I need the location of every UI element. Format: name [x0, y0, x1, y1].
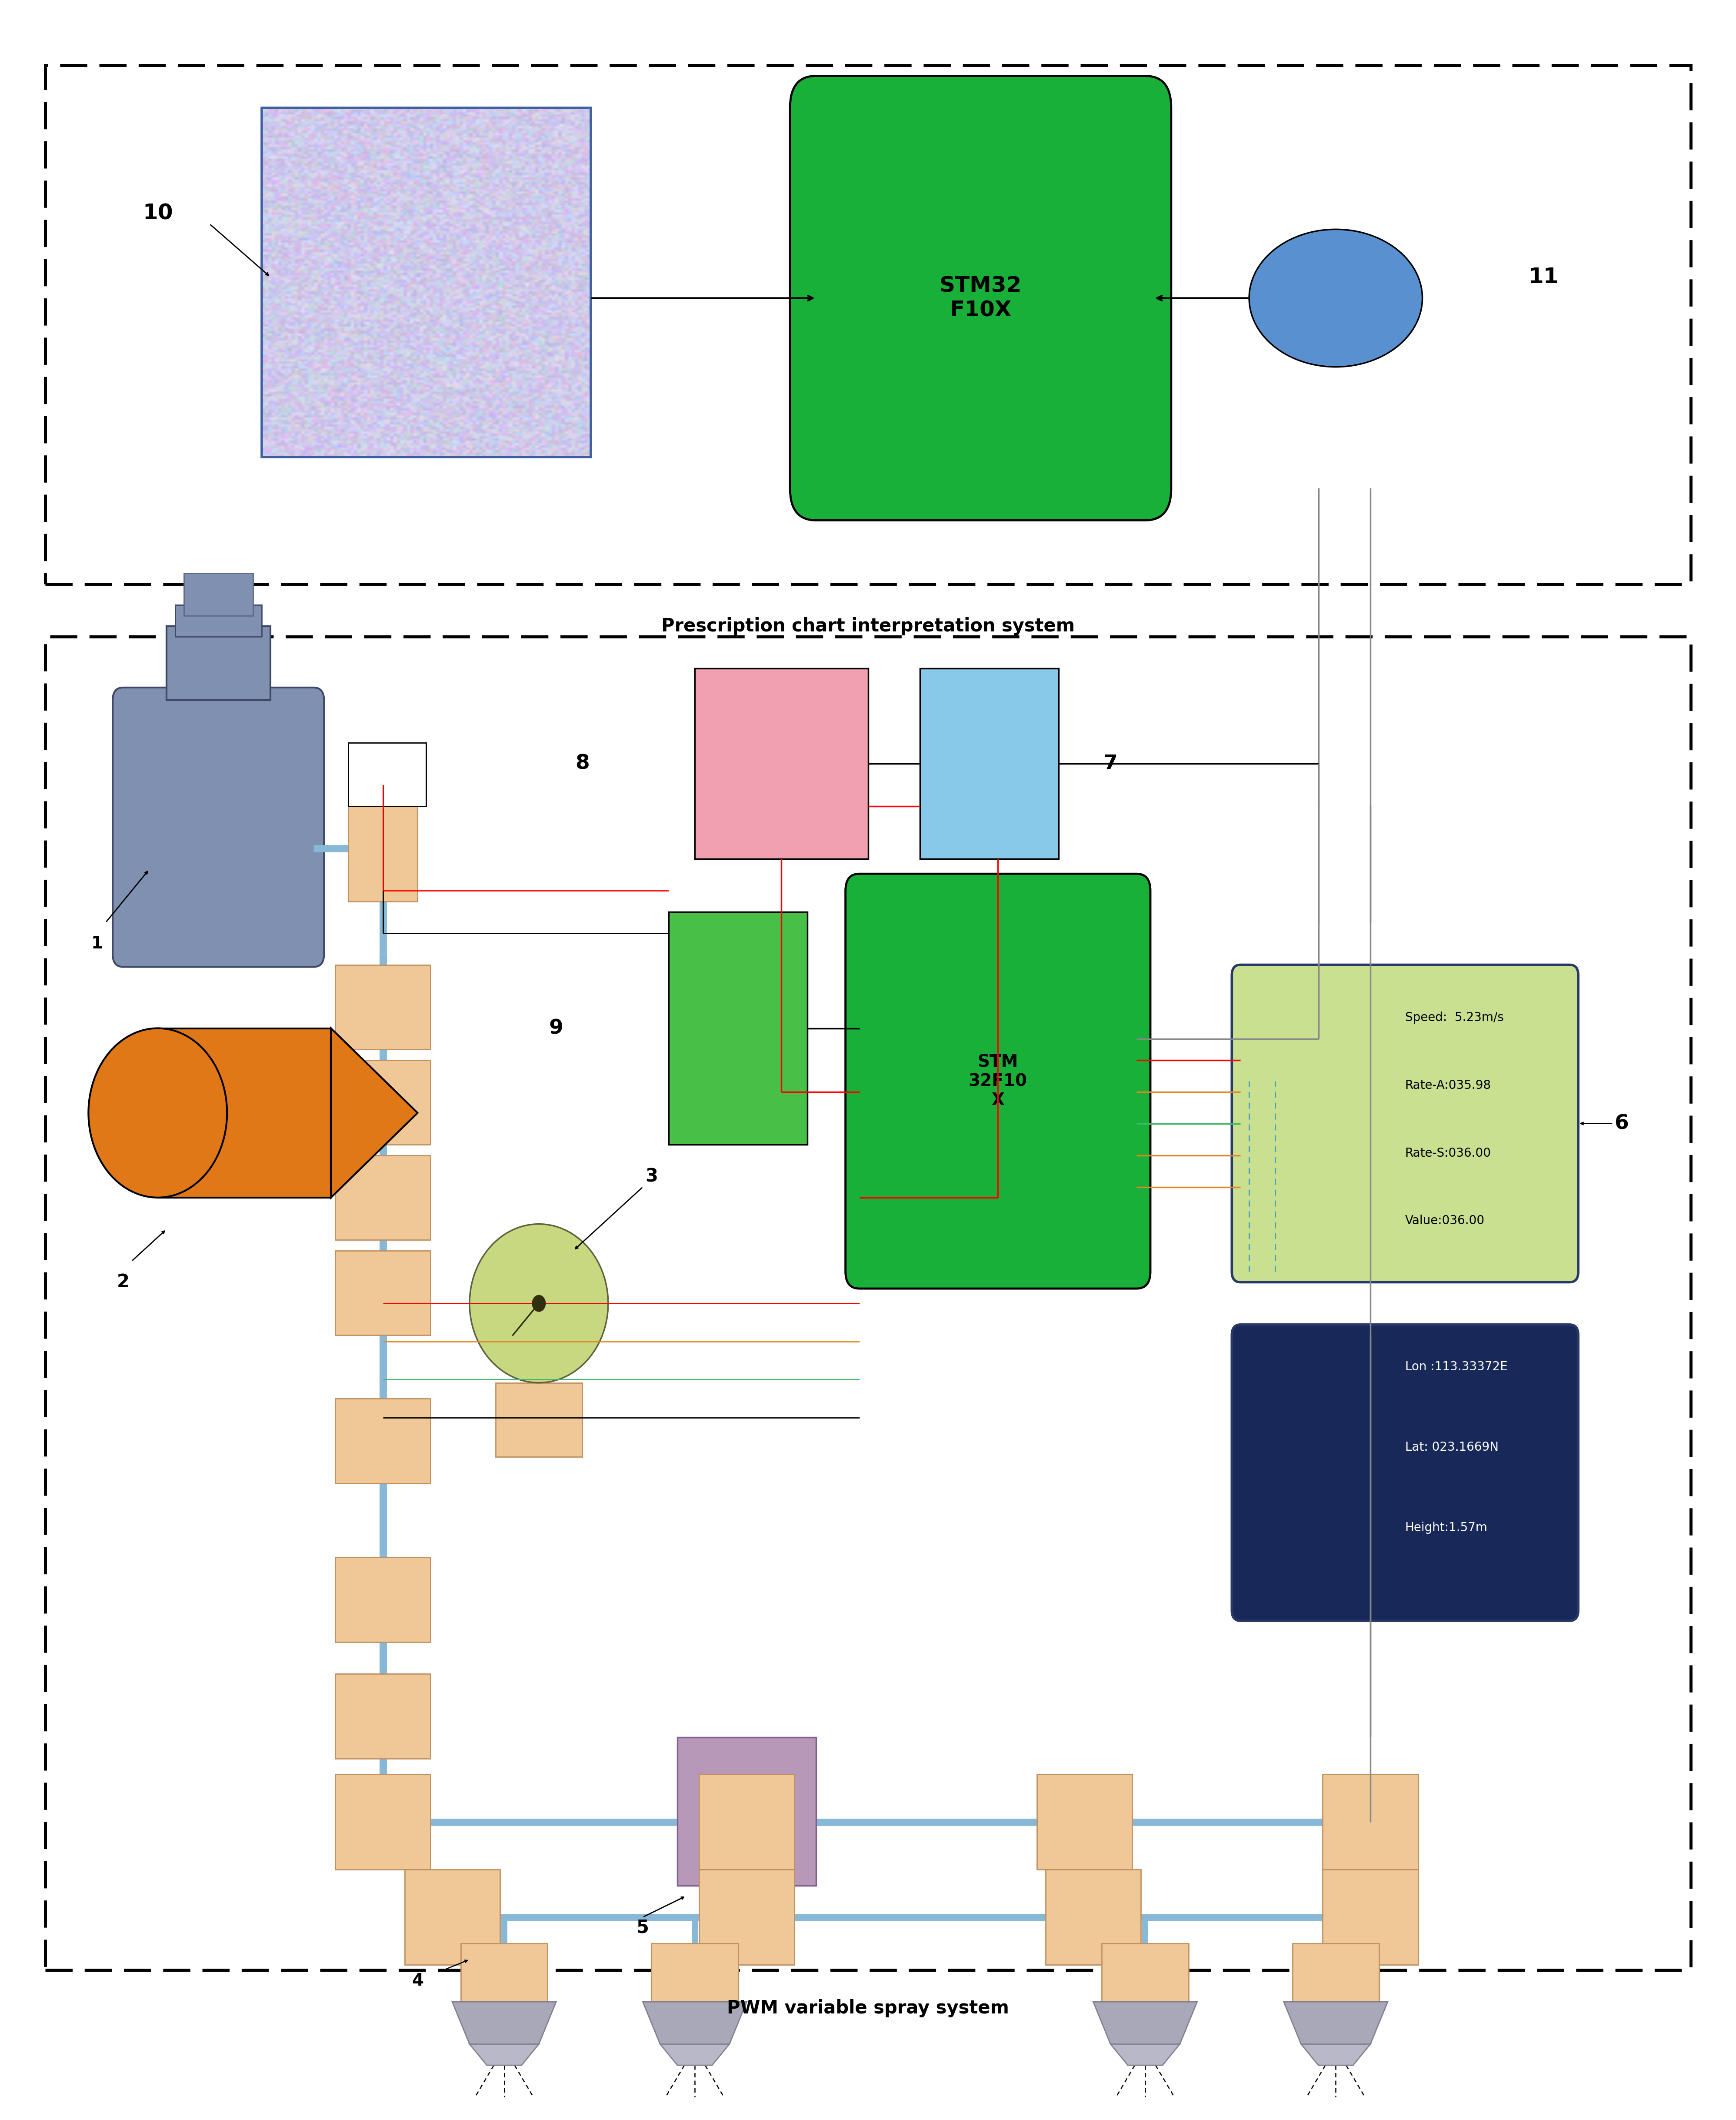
Polygon shape: [660, 2044, 729, 2065]
FancyBboxPatch shape: [335, 1251, 431, 1336]
Polygon shape: [1300, 2044, 1370, 2065]
FancyBboxPatch shape: [404, 1870, 500, 1965]
Text: 3: 3: [646, 1168, 658, 1185]
Text: 8: 8: [575, 755, 589, 774]
FancyBboxPatch shape: [335, 1399, 431, 1484]
FancyBboxPatch shape: [651, 1944, 738, 2018]
FancyBboxPatch shape: [460, 1944, 547, 2018]
Text: PWM variable spray system: PWM variable spray system: [727, 1999, 1009, 2018]
FancyBboxPatch shape: [1233, 965, 1578, 1283]
FancyBboxPatch shape: [335, 1060, 431, 1145]
Text: Rate-A:035.98: Rate-A:035.98: [1404, 1079, 1491, 1092]
Text: 1: 1: [92, 935, 102, 952]
Text: 9: 9: [549, 1018, 562, 1039]
FancyBboxPatch shape: [1323, 1870, 1418, 1965]
FancyBboxPatch shape: [920, 668, 1059, 859]
FancyBboxPatch shape: [1233, 1325, 1578, 1622]
Text: STM
32F10
X: STM 32F10 X: [969, 1054, 1028, 1109]
Text: 2: 2: [116, 1274, 130, 1291]
FancyBboxPatch shape: [677, 1736, 816, 1885]
Ellipse shape: [1250, 229, 1422, 367]
Text: Rate-S:036.00: Rate-S:036.00: [1404, 1147, 1491, 1160]
FancyBboxPatch shape: [335, 1155, 431, 1240]
FancyBboxPatch shape: [175, 604, 262, 636]
Text: 10: 10: [142, 204, 174, 225]
FancyBboxPatch shape: [845, 873, 1151, 1289]
FancyBboxPatch shape: [335, 1675, 431, 1757]
FancyBboxPatch shape: [158, 1028, 332, 1198]
FancyBboxPatch shape: [167, 625, 271, 700]
Polygon shape: [332, 1028, 418, 1198]
Text: Height:1.57m: Height:1.57m: [1404, 1522, 1488, 1533]
FancyBboxPatch shape: [349, 795, 418, 901]
Text: Speed:  5.23m/s: Speed: 5.23m/s: [1404, 1011, 1503, 1024]
Text: 7: 7: [1104, 755, 1118, 774]
FancyBboxPatch shape: [335, 965, 431, 1049]
Text: 4: 4: [411, 1972, 424, 1989]
Ellipse shape: [469, 1223, 608, 1382]
FancyBboxPatch shape: [694, 668, 868, 859]
Circle shape: [89, 1028, 227, 1198]
FancyBboxPatch shape: [495, 1382, 582, 1456]
Text: 11: 11: [1528, 267, 1559, 288]
FancyBboxPatch shape: [700, 1774, 795, 1870]
Polygon shape: [1094, 2001, 1198, 2044]
FancyBboxPatch shape: [184, 572, 253, 615]
FancyBboxPatch shape: [1323, 1774, 1418, 1870]
FancyBboxPatch shape: [335, 1774, 431, 1870]
FancyBboxPatch shape: [668, 912, 807, 1145]
FancyBboxPatch shape: [700, 1870, 795, 1965]
FancyBboxPatch shape: [1292, 1944, 1378, 2018]
Text: STM32
F10X: STM32 F10X: [939, 276, 1023, 320]
Text: 6: 6: [1614, 1113, 1628, 1134]
FancyBboxPatch shape: [790, 76, 1172, 519]
FancyBboxPatch shape: [1102, 1944, 1189, 2018]
FancyBboxPatch shape: [1036, 1774, 1132, 1870]
FancyBboxPatch shape: [335, 1558, 431, 1643]
Circle shape: [531, 1295, 545, 1312]
Text: Lat: 023.1669N: Lat: 023.1669N: [1404, 1442, 1498, 1454]
Text: 5: 5: [637, 1919, 649, 1938]
FancyBboxPatch shape: [1045, 1870, 1141, 1965]
Polygon shape: [1111, 2044, 1180, 2065]
Polygon shape: [1283, 2001, 1387, 2044]
Text: Lon :113.33372E: Lon :113.33372E: [1404, 1361, 1507, 1374]
Polygon shape: [469, 2044, 538, 2065]
Text: Prescription chart interpretation system: Prescription chart interpretation system: [661, 617, 1075, 636]
Polygon shape: [642, 2001, 746, 2044]
Text: Value:036.00: Value:036.00: [1404, 1215, 1484, 1227]
FancyBboxPatch shape: [113, 687, 325, 967]
FancyBboxPatch shape: [349, 742, 427, 806]
Polygon shape: [453, 2001, 556, 2044]
